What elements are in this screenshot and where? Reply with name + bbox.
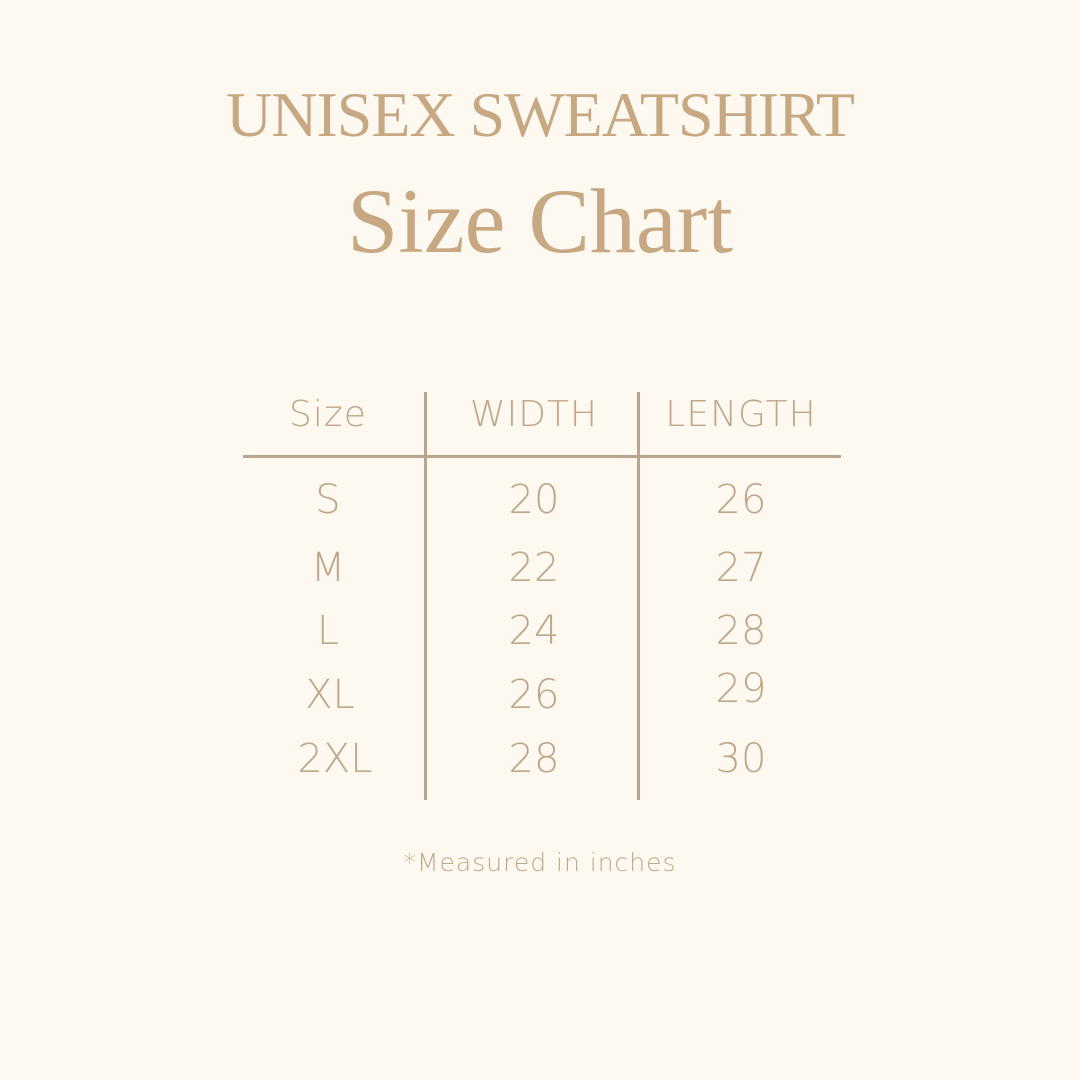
size-cell: XL xyxy=(305,672,355,718)
size-cell: M xyxy=(310,545,346,591)
page-title: Size Chart xyxy=(347,170,733,272)
length-cell: 29 xyxy=(715,666,767,712)
header-divider xyxy=(243,455,841,458)
footnote: *Measured in inches xyxy=(403,848,677,877)
length-cell: 27 xyxy=(715,545,767,591)
title-line-1: UNISEX SWEATSHIRT xyxy=(225,79,855,150)
header-width: WIDTH xyxy=(470,394,598,435)
header-length: LENGTH xyxy=(665,394,817,435)
length-cell: 28 xyxy=(715,608,767,654)
size-cell: S xyxy=(315,477,341,523)
header-size: Size xyxy=(289,394,367,435)
width-cell: 22 xyxy=(508,545,560,591)
width-cell: 28 xyxy=(508,736,560,782)
size-cell: L xyxy=(316,608,340,654)
column-divider xyxy=(637,392,640,800)
size-cell: 2XL xyxy=(297,736,373,782)
width-cell: 24 xyxy=(508,608,560,654)
column-divider xyxy=(424,392,427,800)
width-cell: 20 xyxy=(508,477,560,523)
length-cell: 26 xyxy=(715,477,767,523)
length-cell: 30 xyxy=(715,736,767,782)
width-cell: 26 xyxy=(508,672,560,718)
